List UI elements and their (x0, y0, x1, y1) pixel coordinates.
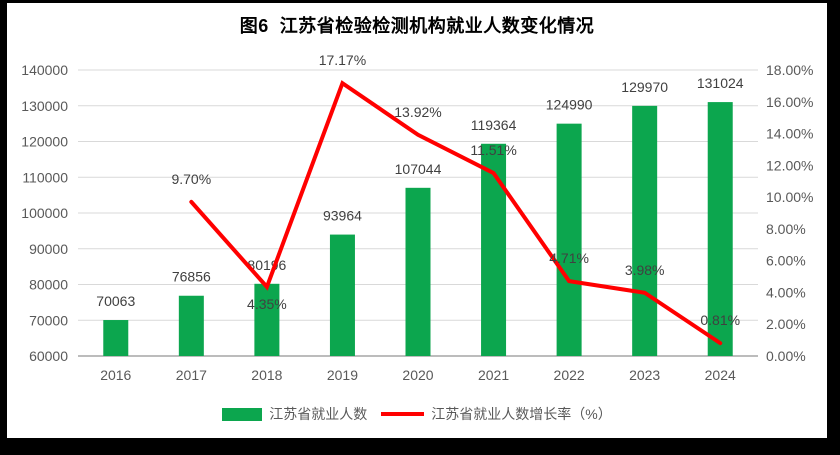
bar-value-label: 93964 (323, 208, 362, 224)
category-label: 2017 (176, 367, 207, 383)
bar-2023 (632, 105, 658, 357)
category-label: 2016 (100, 367, 131, 383)
bar-value-label: 131024 (697, 75, 744, 91)
left-axis-tick-label: 120000 (21, 134, 68, 150)
bar-2020 (405, 187, 431, 356)
left-axis-tick-label: 80000 (29, 277, 68, 293)
right-axis-tick-label: 12.00% (766, 157, 813, 173)
bar-value-label: 129970 (621, 79, 668, 95)
bar-2016 (103, 320, 129, 356)
category-label: 2024 (705, 367, 736, 383)
left-axis-tick-label: 110000 (22, 169, 68, 185)
category-label: 2019 (327, 367, 358, 383)
bar-2017 (178, 295, 204, 356)
bar-2024 (707, 102, 733, 356)
bar-value-label: 107044 (395, 161, 442, 177)
right-axis-tick-label: 10.00% (766, 189, 813, 205)
right-axis-tick-label: 0.00% (766, 348, 806, 364)
right-axis-tick-label: 18.00% (766, 62, 813, 78)
legend-line-swatch-icon (381, 412, 425, 416)
bar-value-label: 76856 (172, 269, 211, 285)
right-axis-tick-label: 8.00% (766, 221, 806, 237)
line-value-label: 9.70% (171, 171, 211, 187)
line-value-label: 4.35% (247, 296, 287, 312)
left-axis-tick-label: 60000 (29, 348, 68, 364)
growth-rate-line (189, 80, 723, 346)
line-value-label: 17.17% (319, 52, 366, 68)
category-label: 2021 (478, 367, 509, 383)
bar-2018 (254, 283, 280, 356)
line-value-label: 4.71% (549, 250, 589, 266)
left-axis-tick-label: 100000 (21, 205, 68, 221)
line-value-label: 11.51% (470, 142, 516, 158)
bar-value-label: 119364 (471, 117, 517, 133)
chart-title: 图6 江苏省检验检测机构就业人数变化情况 (239, 16, 595, 36)
left-axis-tick-label: 90000 (29, 241, 68, 257)
bar-value-label: 124990 (546, 97, 593, 113)
left-axis-tick-label: 70000 (29, 312, 68, 328)
category-label: 2018 (251, 367, 282, 383)
left-axis-tick-label: 140000 (21, 62, 68, 78)
right-axis-tick-label: 16.00% (766, 94, 813, 110)
right-axis-tick-label: 6.00% (766, 253, 806, 269)
line-value-label: 0.81% (700, 312, 740, 328)
line-value-label: 13.92% (394, 104, 441, 120)
right-axis-tick-label: 2.00% (766, 316, 806, 332)
legend: 江苏省就业人数 江苏省就业人数增长率（%） (7, 403, 827, 425)
category-label: 2023 (629, 367, 660, 383)
legend-line-label: 江苏省就业人数增长率（%） (431, 406, 612, 422)
line-value-label: 3.98% (625, 262, 665, 278)
bar-2019 (329, 234, 355, 356)
bar-value-label: 70063 (96, 293, 135, 309)
right-axis-tick-label: 4.00% (766, 284, 806, 300)
category-label: 2022 (554, 367, 585, 383)
left-axis-tick-label: 130000 (21, 98, 68, 114)
legend-bar-label: 江苏省就业人数 (269, 406, 368, 422)
category-label: 2020 (402, 367, 433, 383)
legend-bar-swatch-icon (222, 407, 263, 421)
right-axis-tick-label: 14.00% (766, 126, 813, 142)
bar-2021 (481, 143, 507, 356)
bar-2022 (556, 123, 582, 356)
